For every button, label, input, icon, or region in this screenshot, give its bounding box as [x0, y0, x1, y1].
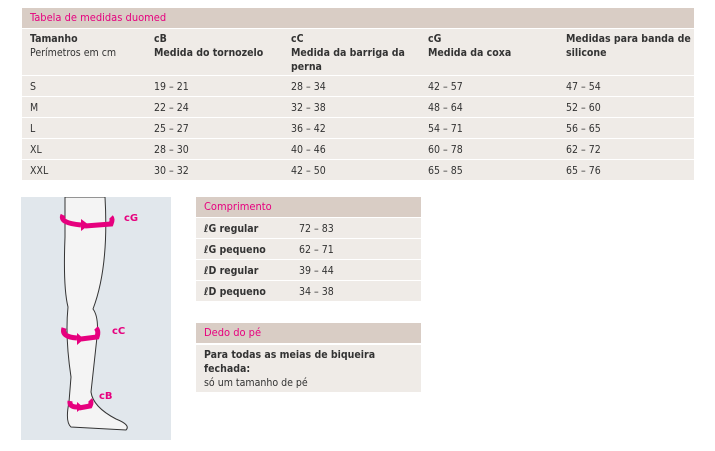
length-row: ℓD pequeno 34 – 38 — [196, 281, 421, 301]
leg-diagram: cG cC cB — [21, 196, 171, 440]
table-cell: 56 – 65 — [566, 123, 601, 135]
toe-body: Para todas as meias de biqueira fechada:… — [196, 345, 421, 392]
toe-text: só um tamanho de pé — [204, 377, 308, 389]
table-row: L 25 – 27 36 – 42 54 – 71 56 – 65 — [22, 118, 694, 138]
table-cell: 30 – 32 — [154, 165, 189, 177]
size-table-header: Tamanho Perímetros em cm cB Medida do torn… — [22, 29, 694, 75]
length-label: ℓD regular — [204, 265, 259, 277]
table-cell: 65 – 85 — [428, 165, 463, 177]
header-line2: Medida da coxa — [428, 47, 512, 59]
header-line1: Tamanho — [30, 33, 78, 45]
length-label: ℓG pequeno — [204, 244, 266, 256]
table-cell: 42 – 57 — [428, 81, 463, 93]
table-cell: 52 – 60 — [566, 102, 601, 114]
table-row: M 22 – 24 32 – 38 48 – 64 52 – 60 — [22, 97, 694, 117]
length-value: 34 – 38 — [299, 286, 334, 298]
table-cell: 40 – 46 — [291, 144, 326, 156]
table-cell: XXL — [30, 165, 49, 177]
length-value: 62 – 71 — [299, 244, 334, 256]
length-table-title: Comprimento — [196, 197, 421, 217]
label-cb: cB — [99, 391, 113, 402]
label-cg: cG — [124, 213, 138, 224]
header-line2: Medida da barriga da perna — [291, 47, 405, 73]
leg-illustration: cG cC cB — [59, 196, 138, 431]
header-line1: cG — [428, 33, 442, 45]
table-cell: 42 – 50 — [291, 165, 326, 177]
length-row: ℓG regular 72 – 83 — [196, 218, 421, 238]
table-cell: 47 – 54 — [566, 81, 601, 93]
table-row: XXL 30 – 32 42 – 50 65 – 85 65 – 76 — [22, 160, 694, 180]
table-cell: 32 – 38 — [291, 102, 326, 114]
toe-title: Dedo do pé — [196, 323, 421, 343]
toe-bold-text: Para todas as meias de biqueira fechada: — [204, 349, 376, 375]
length-value: 39 – 44 — [299, 265, 334, 277]
size-table-title: Tabela de medidas duomed — [22, 8, 694, 28]
table-cell: 62 – 72 — [566, 144, 601, 156]
table-cell: 60 – 78 — [428, 144, 463, 156]
header-line1: cC — [291, 33, 304, 45]
table-cell: 25 – 27 — [154, 123, 189, 135]
table-cell: M — [30, 102, 39, 114]
length-label: ℓG regular — [204, 223, 259, 235]
table-cell: 54 – 71 — [428, 123, 463, 135]
table-cell: 28 – 34 — [291, 81, 326, 93]
header-line1: cB — [154, 33, 167, 45]
table-cell: 48 – 64 — [428, 102, 463, 114]
length-label: ℓD pequeno — [204, 286, 266, 298]
table-cell: 19 – 21 — [154, 81, 189, 93]
table-cell: 36 – 42 — [291, 123, 326, 135]
table-row: XL 28 – 30 40 – 46 60 – 78 62 – 72 — [22, 139, 694, 159]
header-line1: Medidas para banda de silicone — [566, 33, 691, 59]
table-cell: 28 – 30 — [154, 144, 189, 156]
header-line2: Perímetros em cm — [30, 47, 117, 59]
header-line2: Medida do tornozelo — [154, 47, 264, 59]
table-cell: L — [30, 123, 36, 135]
length-row: ℓD regular 39 – 44 — [196, 260, 421, 280]
label-cc: cC — [112, 326, 125, 337]
table-cell: XL — [30, 144, 42, 156]
length-value: 72 – 83 — [299, 223, 334, 235]
table-cell: 22 – 24 — [154, 102, 189, 114]
table-row: S 19 – 21 28 – 34 42 – 57 47 – 54 — [22, 76, 694, 96]
table-cell: 65 – 76 — [566, 165, 601, 177]
table-cell: S — [30, 81, 36, 93]
length-row: ℓG pequeno 62 – 71 — [196, 239, 421, 259]
